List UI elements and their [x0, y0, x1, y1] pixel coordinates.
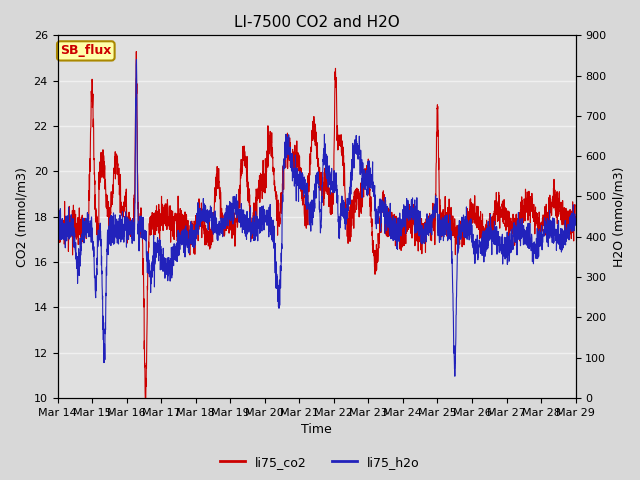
Text: SB_flux: SB_flux — [60, 44, 111, 58]
li75_h2o — [562, 225, 570, 230]
li75_co2 — [54, 223, 61, 228]
li75_h2o — [572, 221, 579, 227]
li75_co2 — [275, 209, 283, 215]
Title: LI-7500 CO2 and H2O: LI-7500 CO2 and H2O — [234, 15, 399, 30]
li75_h2o — [144, 252, 152, 258]
li75_h2o — [451, 373, 459, 379]
li75_co2 — [144, 272, 152, 277]
li75_co2 — [113, 152, 120, 157]
li75_co2 — [506, 223, 514, 229]
X-axis label: Time: Time — [301, 423, 332, 436]
li75_h2o — [132, 57, 140, 62]
Y-axis label: CO2 (mmol/m3): CO2 (mmol/m3) — [15, 167, 28, 266]
Legend: li75_co2, li75_h2o: li75_co2, li75_h2o — [215, 451, 425, 474]
Line: li75_h2o: li75_h2o — [58, 60, 575, 376]
li75_h2o — [253, 229, 260, 235]
li75_co2 — [253, 203, 260, 209]
Y-axis label: H2O (mmol/m3): H2O (mmol/m3) — [612, 167, 625, 267]
li75_h2o — [113, 216, 120, 222]
li75_h2o — [275, 289, 283, 295]
li75_co2 — [132, 48, 140, 54]
li75_co2 — [562, 227, 570, 232]
li75_h2o — [54, 235, 61, 240]
li75_co2 — [572, 214, 579, 220]
li75_co2 — [141, 395, 149, 401]
li75_h2o — [506, 237, 514, 243]
Line: li75_co2: li75_co2 — [58, 51, 575, 398]
